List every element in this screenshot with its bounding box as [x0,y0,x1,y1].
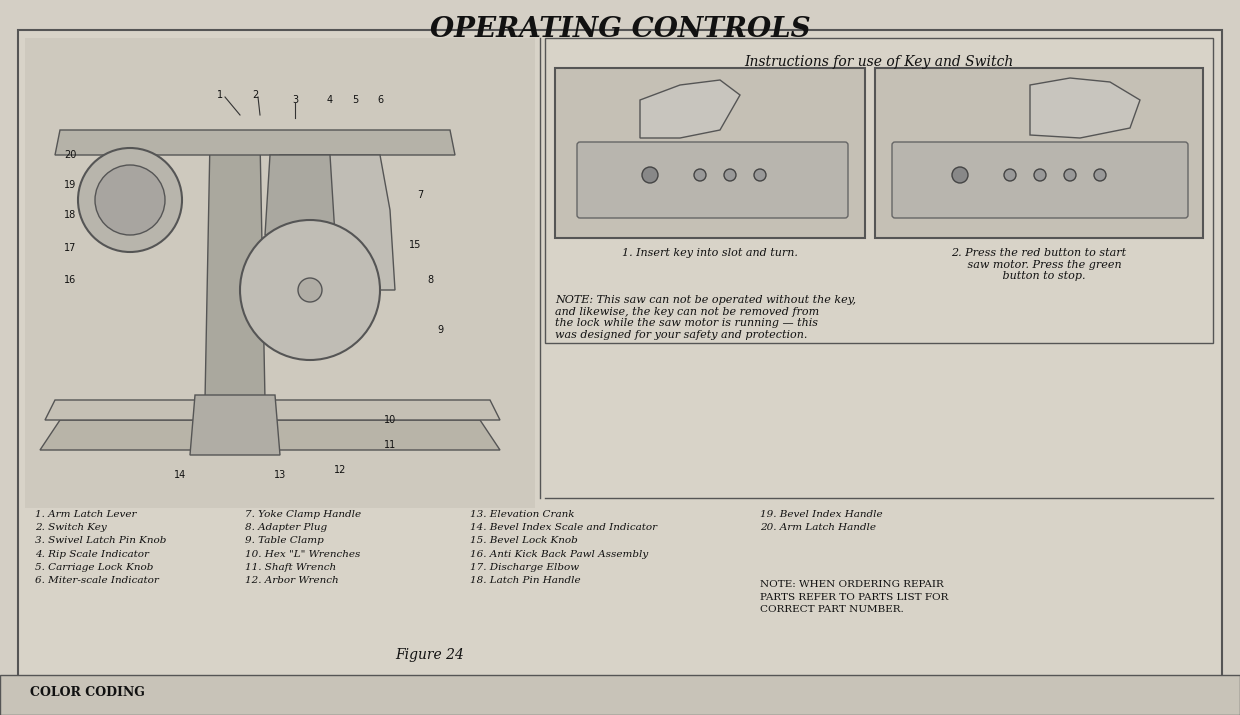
Circle shape [241,220,379,360]
Text: 9: 9 [436,325,443,335]
Text: 2. Press the red button to start
   saw motor. Press the green
   button to stop: 2. Press the red button to start saw mot… [951,248,1127,281]
FancyBboxPatch shape [892,142,1188,218]
Polygon shape [55,130,455,155]
FancyBboxPatch shape [19,30,1221,685]
Text: 15: 15 [409,240,422,250]
Circle shape [1034,169,1047,181]
Circle shape [724,169,737,181]
Text: 1. Arm Latch Lever
2. Switch Key
3. Swivel Latch Pin Knob
4. Rip Scale Indicator: 1. Arm Latch Lever 2. Switch Key 3. Swiv… [35,510,166,585]
FancyBboxPatch shape [875,68,1203,238]
Text: NOTE: This saw can not be operated without the key,
and likewise, the key can no: NOTE: This saw can not be operated witho… [556,295,856,340]
Text: 13: 13 [274,470,286,480]
Text: 10: 10 [384,415,396,425]
Circle shape [754,169,766,181]
Text: 6: 6 [377,95,383,105]
Polygon shape [270,155,396,290]
Circle shape [78,148,182,252]
Text: 19: 19 [64,180,76,190]
FancyBboxPatch shape [0,675,1240,715]
Polygon shape [640,80,740,138]
Polygon shape [1030,78,1140,138]
Text: 2: 2 [252,90,258,100]
Circle shape [1004,169,1016,181]
FancyBboxPatch shape [577,142,848,218]
Text: 1. Insert key into slot and turn.: 1. Insert key into slot and turn. [622,248,797,258]
Text: 1: 1 [217,90,223,100]
Circle shape [1094,169,1106,181]
Text: 13. Elevation Crank
14. Bevel Index Scale and Indicator
15. Bevel Lock Knob
16. : 13. Elevation Crank 14. Bevel Index Scal… [470,510,657,585]
FancyBboxPatch shape [556,68,866,238]
Text: 8: 8 [427,275,433,285]
Text: 18: 18 [64,210,76,220]
Text: 12: 12 [334,465,346,475]
FancyBboxPatch shape [25,38,534,508]
Circle shape [952,167,968,183]
Text: COLOR CODING: COLOR CODING [30,686,145,699]
Text: 17: 17 [63,243,76,253]
Text: 5: 5 [352,95,358,105]
Polygon shape [40,420,500,450]
Polygon shape [190,395,280,455]
Text: Instructions for use of Key and Switch: Instructions for use of Key and Switch [744,55,1013,69]
FancyBboxPatch shape [546,38,1213,343]
Text: 20: 20 [63,150,76,160]
Circle shape [95,165,165,235]
Text: 7. Yoke Clamp Handle
8. Adapter Plug
9. Table Clamp
10. Hex "L" Wrenches
11. Sha: 7. Yoke Clamp Handle 8. Adapter Plug 9. … [246,510,361,585]
Text: 19. Bevel Index Handle
20. Arm Latch Handle: 19. Bevel Index Handle 20. Arm Latch Han… [760,510,883,532]
Text: Figure 24: Figure 24 [396,648,465,662]
Polygon shape [205,140,265,400]
Text: OPERATING CONTROLS: OPERATING CONTROLS [430,16,810,43]
Text: 16: 16 [64,275,76,285]
Text: 3: 3 [291,95,298,105]
Circle shape [298,278,322,302]
Text: 7: 7 [417,190,423,200]
Circle shape [1064,169,1076,181]
Text: 14: 14 [174,470,186,480]
Text: 11: 11 [384,440,396,450]
Circle shape [694,169,706,181]
Circle shape [642,167,658,183]
Polygon shape [45,400,500,420]
Polygon shape [265,155,335,235]
Text: 4: 4 [327,95,334,105]
Text: NOTE: WHEN ORDERING REPAIR
PARTS REFER TO PARTS LIST FOR
CORRECT PART NUMBER.: NOTE: WHEN ORDERING REPAIR PARTS REFER T… [760,580,949,614]
